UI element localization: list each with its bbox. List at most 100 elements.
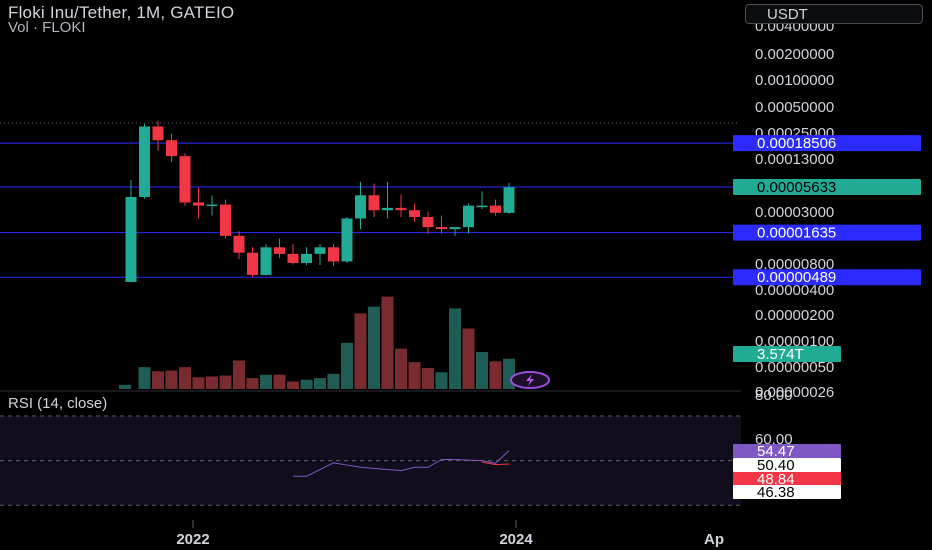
candle-body [247, 252, 258, 275]
price-label-tag [733, 224, 921, 241]
rsi-indicator-label[interactable]: RSI (14, close) [8, 395, 108, 412]
symbol-title[interactable]: Floki Inu/Tether, 1M, GATEIO [8, 3, 235, 22]
volume-bar [206, 376, 218, 389]
currency-selector-button[interactable]: USDT [745, 4, 923, 24]
candle-body [341, 218, 353, 262]
candle-body [503, 187, 515, 213]
rsi-value-text: 54.47 [757, 443, 795, 460]
price-label-text: 0.00018506 [757, 135, 836, 152]
candle-body [152, 126, 164, 141]
candle-body [139, 126, 150, 197]
volume-indicator-label[interactable]: Vol · FLOKI [8, 19, 86, 36]
price-tick-label: 0.00000100 [755, 333, 834, 350]
rsi-line [293, 450, 510, 477]
price-tick-label: 0.00013000 [755, 151, 834, 168]
rsi-pane[interactable] [0, 415, 742, 506]
candle-body [463, 205, 474, 228]
price-label-text: 0.00001635 [757, 225, 836, 242]
candle-body [193, 202, 204, 206]
lightning-icon [526, 374, 534, 386]
volume-bar [381, 296, 394, 389]
volume-bar [476, 352, 488, 389]
volume-bar [354, 313, 367, 389]
volume-bar [273, 374, 286, 389]
price-tick-label: 0.00000400 [755, 282, 834, 299]
candle-body [260, 247, 272, 275]
price-label-tag [733, 179, 921, 195]
volume-bar [395, 348, 407, 389]
volume-bar [435, 372, 448, 389]
time-tick-label: 2022 [176, 531, 209, 548]
price-tick-label: 0.00000200 [755, 307, 834, 324]
rsi-value-tag [733, 485, 841, 499]
candle-body [220, 204, 231, 236]
volume-bar [408, 362, 421, 389]
time-axis[interactable]: 2022 2024 Ap [176, 520, 724, 548]
volume-bar [449, 308, 461, 389]
price-tick-label: 0.00000050 [755, 359, 834, 376]
rsi-value-text: 50.40 [757, 457, 795, 474]
rsi-value-tag [733, 472, 841, 486]
price-label-text: 0.00000489 [757, 269, 836, 286]
volume-bar [300, 379, 313, 389]
price-pane[interactable] [0, 120, 738, 282]
volume-bar [287, 381, 299, 389]
volume-bar [152, 371, 164, 389]
candle-body [274, 247, 285, 254]
rsi-ma-line [481, 461, 510, 466]
price-tick-label: 0.00000026 [755, 384, 834, 401]
candle-body [382, 207, 393, 211]
volume-bar [192, 377, 205, 389]
volume-bar [341, 342, 353, 389]
price-label-text: 0.00005633 [757, 179, 836, 196]
volume-bar [489, 361, 502, 389]
rsi-value-text: 48.84 [757, 471, 795, 488]
candle-body [368, 195, 380, 211]
rsi-tick-label: 60.00 [755, 431, 793, 448]
candle-body [287, 253, 299, 263]
rsi-value-tag [733, 458, 841, 472]
candle-body [355, 195, 366, 219]
volume-bar [260, 374, 272, 389]
candle-body [422, 216, 434, 228]
volume-bar [327, 373, 340, 389]
candle-body [449, 227, 461, 230]
candle-body [206, 204, 218, 207]
volume-bar [179, 367, 191, 389]
volume-bar [138, 367, 151, 389]
rsi-value-tag [733, 444, 841, 458]
candle-body [166, 140, 177, 157]
rsi-tick-label: 80.00 [755, 387, 793, 404]
candle-body [328, 247, 339, 262]
price-tick-label: 0.00050000 [755, 99, 834, 116]
volume-bar [314, 378, 326, 389]
price-label-tag [733, 269, 921, 286]
volume-value-tag [733, 346, 841, 362]
time-tick-label: 2024 [499, 531, 533, 548]
price-tick-label: 0.00003000 [755, 204, 834, 221]
price-tick-label: 0.00100000 [755, 72, 834, 89]
volume-bar [246, 378, 259, 389]
volume-bar [462, 328, 475, 389]
candle-body [395, 207, 407, 211]
volume-bar [165, 370, 178, 389]
price-axis[interactable]: 0.004000000.002000000.001000000.00050000… [733, 0, 932, 550]
volume-bar [119, 384, 131, 389]
candle-body [476, 205, 488, 208]
candle-body [179, 156, 191, 203]
volume-value-text: 3.574T [757, 346, 804, 363]
candle-body [409, 210, 420, 217]
volume-bar [368, 306, 380, 389]
price-tick-label: 0.00000800 [755, 256, 834, 273]
price-label-tag [733, 135, 921, 152]
candle-body [233, 235, 245, 253]
candle-body [314, 247, 326, 254]
volume-bar [219, 375, 232, 389]
candle-body [301, 253, 312, 263]
candle-body [436, 227, 447, 230]
volume-bar [422, 368, 434, 389]
candle-body [125, 196, 137, 282]
time-tick-label: Ap [704, 531, 724, 548]
volume-bar [233, 360, 245, 389]
